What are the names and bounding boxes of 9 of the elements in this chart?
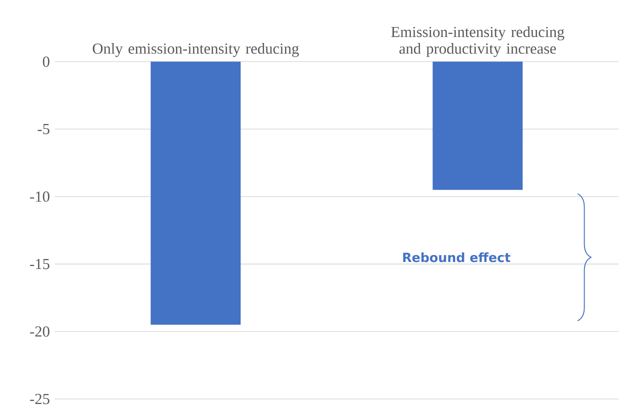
annotation: Rebound effect <box>403 252 510 262</box>
y-tick-label: 0 <box>42 56 50 67</box>
x-tick-label: Emission-intensity reducing and productivity increase <box>391 26 564 57</box>
y-tick-label: -25 <box>30 394 50 404</box>
y-tick-label: -10 <box>30 191 50 202</box>
x-tick-label: Only emission-intensity reducing <box>92 43 299 57</box>
y-tick-label: -5 <box>38 124 50 134</box>
y-tick-label: -20 <box>30 326 50 337</box>
y-tick-label: -15 <box>30 258 50 270</box>
